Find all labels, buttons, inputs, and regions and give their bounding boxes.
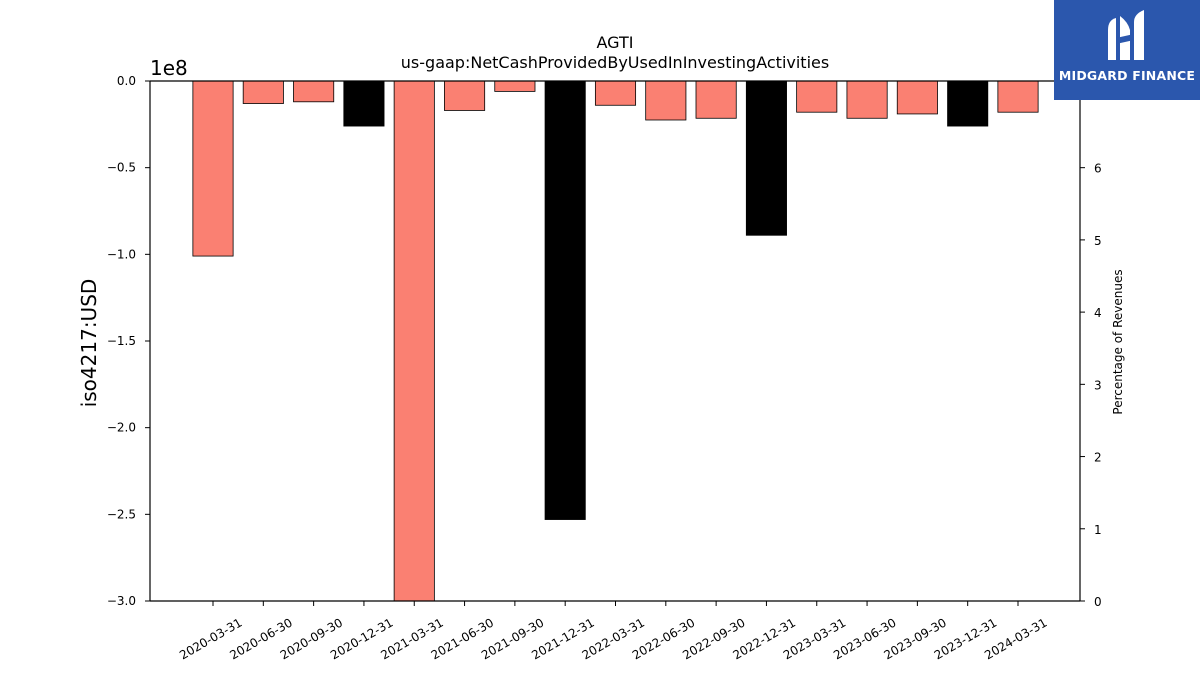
y2-tick-label: 0: [1094, 595, 1102, 609]
y-ticks-group: 0.0 −0.5 −1.0 −1.5 −2.0 −2.5 −3.0: [107, 74, 150, 608]
bars-group: [192, 80, 1039, 602]
y-offset-label: 1e8: [150, 56, 188, 80]
axes-group: [149, 80, 1081, 602]
y-tick-label: −1.5: [107, 334, 136, 348]
y-tick-label: 0.0: [117, 74, 136, 88]
bar-2022-03-31: [594, 80, 637, 106]
y2-tick-label: 5: [1094, 234, 1102, 248]
bar-2021-06-30: [444, 80, 486, 111]
midgard-finance-logo: MIDGARD FINANCE: [1054, 0, 1200, 100]
y2-tick-label: 3: [1094, 378, 1102, 392]
y-axis-label: iso4217:USD: [77, 279, 101, 408]
bar-2023-12-31: [947, 80, 989, 127]
bar-2020-03-31: [192, 80, 234, 257]
bar-2023-06-30: [846, 80, 888, 119]
y2-tick-label: 1: [1094, 523, 1102, 537]
bar-2023-03-31: [796, 80, 838, 113]
bar-2021-03-31: [393, 80, 435, 602]
bar-2020-12-31: [343, 80, 385, 127]
y-tick-label: −1.0: [107, 247, 136, 261]
bar-2023-09-30: [896, 80, 938, 115]
y2-tick-label: 6: [1094, 162, 1102, 176]
logo-text: MIDGARD FINANCE: [1058, 68, 1196, 83]
x-ticks-group: 2020-03-312020-06-302020-09-302020-12-31…: [177, 601, 1050, 662]
bar-2020-06-30: [242, 80, 284, 104]
chart-subtitle: us-gaap:NetCashProvidedByUsedInInvesting…: [401, 53, 829, 72]
bar-2021-12-31: [544, 80, 586, 520]
y-tick-label: −2.0: [107, 421, 136, 435]
bar-2024-03-31: [997, 80, 1039, 113]
bar-2022-06-30: [645, 80, 687, 121]
y2-axis-label: Percentage of Revenues: [1111, 269, 1125, 414]
bar-2022-09-30: [695, 80, 737, 119]
bar-2021-09-30: [494, 80, 536, 92]
y2-tick-label: 4: [1094, 306, 1102, 320]
y-tick-label: −0.5: [107, 161, 136, 175]
y2-ticks-group: 0 1 2 3 4 5 6: [1080, 162, 1102, 609]
y2-tick-label: 2: [1094, 451, 1102, 465]
y-tick-label: −2.5: [107, 507, 136, 521]
midgard-logo-icon: [1108, 10, 1144, 60]
bar-2022-12-31: [745, 80, 787, 236]
bar-2020-09-30: [293, 80, 335, 103]
y-tick-label: −3.0: [107, 594, 136, 608]
chart-title: AGTI: [597, 33, 634, 52]
